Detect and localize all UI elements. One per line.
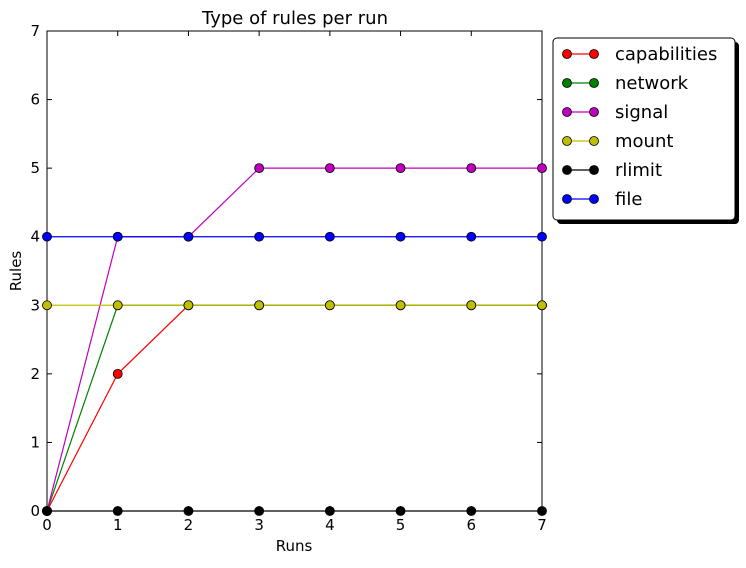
x-tick-label: 2 [184,516,194,534]
legend-marker [562,194,572,204]
y-tick-label: 0 [30,502,40,520]
legend-item-file: file [562,189,642,210]
y-tick-label: 2 [30,365,40,383]
legend-label: capabilities [615,44,717,65]
x-axis-label: Runs [276,537,313,555]
x-tick-label: 3 [254,516,264,534]
data-point-signal [537,163,547,174]
legend-label: mount [615,131,673,152]
data-point-mount [112,300,123,311]
data-point-file [183,231,194,242]
x-tick-label: 5 [396,516,406,534]
legend-box [552,37,736,221]
legend-marker [562,136,572,146]
data-point-signal [466,163,477,174]
data-point-file [112,231,123,242]
legend: capabilities network signal mount rlimit file [552,37,739,224]
data-point-rlimit [254,506,265,516]
plot-area: 0 1 2 3 4 5 6 7 0 1 2 3 4 5 6 7 [30,22,547,534]
legend-label: network [615,73,689,94]
x-tick-label: 1 [113,516,123,534]
legend-marker [562,78,572,88]
data-point-rlimit [42,506,52,516]
legend-item-rlimit: rlimit [562,160,662,181]
x-tick-label: 4 [325,516,335,534]
data-point-rlimit [395,506,406,516]
data-point-file [537,231,547,242]
data-point-rlimit [112,506,123,516]
legend-marker [589,78,599,88]
data-point-signal [324,163,335,174]
data-point-signal [395,163,406,174]
data-point-mount [537,300,547,311]
data-point-file [254,231,265,242]
data-point-mount [324,300,335,311]
y-tick-label: 6 [30,91,40,109]
data-point-mount [183,300,194,311]
data-point-rlimit [466,506,477,516]
y-tick-label: 1 [30,433,40,451]
data-point-signal [254,163,265,174]
legend-label: file [615,189,642,210]
data-point-mount [254,300,265,311]
legend-item-network: network [562,73,689,94]
x-tick-label: 0 [42,516,52,534]
data-point-rlimit [537,506,547,516]
x-tick-label: 7 [537,516,547,534]
x-tick-label: 6 [467,516,477,534]
data-point-rlimit [183,506,194,516]
legend-marker [562,49,572,59]
y-tick-label: 7 [30,22,40,40]
legend-marker [589,107,599,117]
y-tick-label: 4 [30,228,40,246]
plot-frame [46,30,543,512]
data-point-mount [466,300,477,311]
series-mount [42,300,547,311]
legend-marker [589,194,599,204]
data-point-file [466,231,477,242]
data-point-file [324,231,335,242]
series-file [42,231,547,242]
legend-marker [562,165,572,175]
data-point-mount [395,300,406,311]
data-point-file [42,231,52,242]
y-axis-label: Rules [7,251,25,292]
legend-marker [589,49,599,59]
legend-marker [562,107,572,117]
legend-label: rlimit [615,160,662,181]
y-tick-label: 3 [30,296,40,314]
legend-item-mount: mount [562,131,673,152]
legend-item-capabilities: capabilities [562,44,717,65]
legend-label: signal [615,102,668,123]
data-point-rlimit [324,506,335,516]
chart-title: Type of rules per run [201,8,388,29]
legend-marker [589,165,599,175]
y-tick-label: 5 [30,159,40,177]
legend-item-signal: signal [562,102,668,123]
legend-marker [589,136,599,146]
series-rlimit [42,506,547,516]
data-point-capabilities [112,368,123,379]
data-point-mount [42,300,52,311]
data-point-file [395,231,406,242]
